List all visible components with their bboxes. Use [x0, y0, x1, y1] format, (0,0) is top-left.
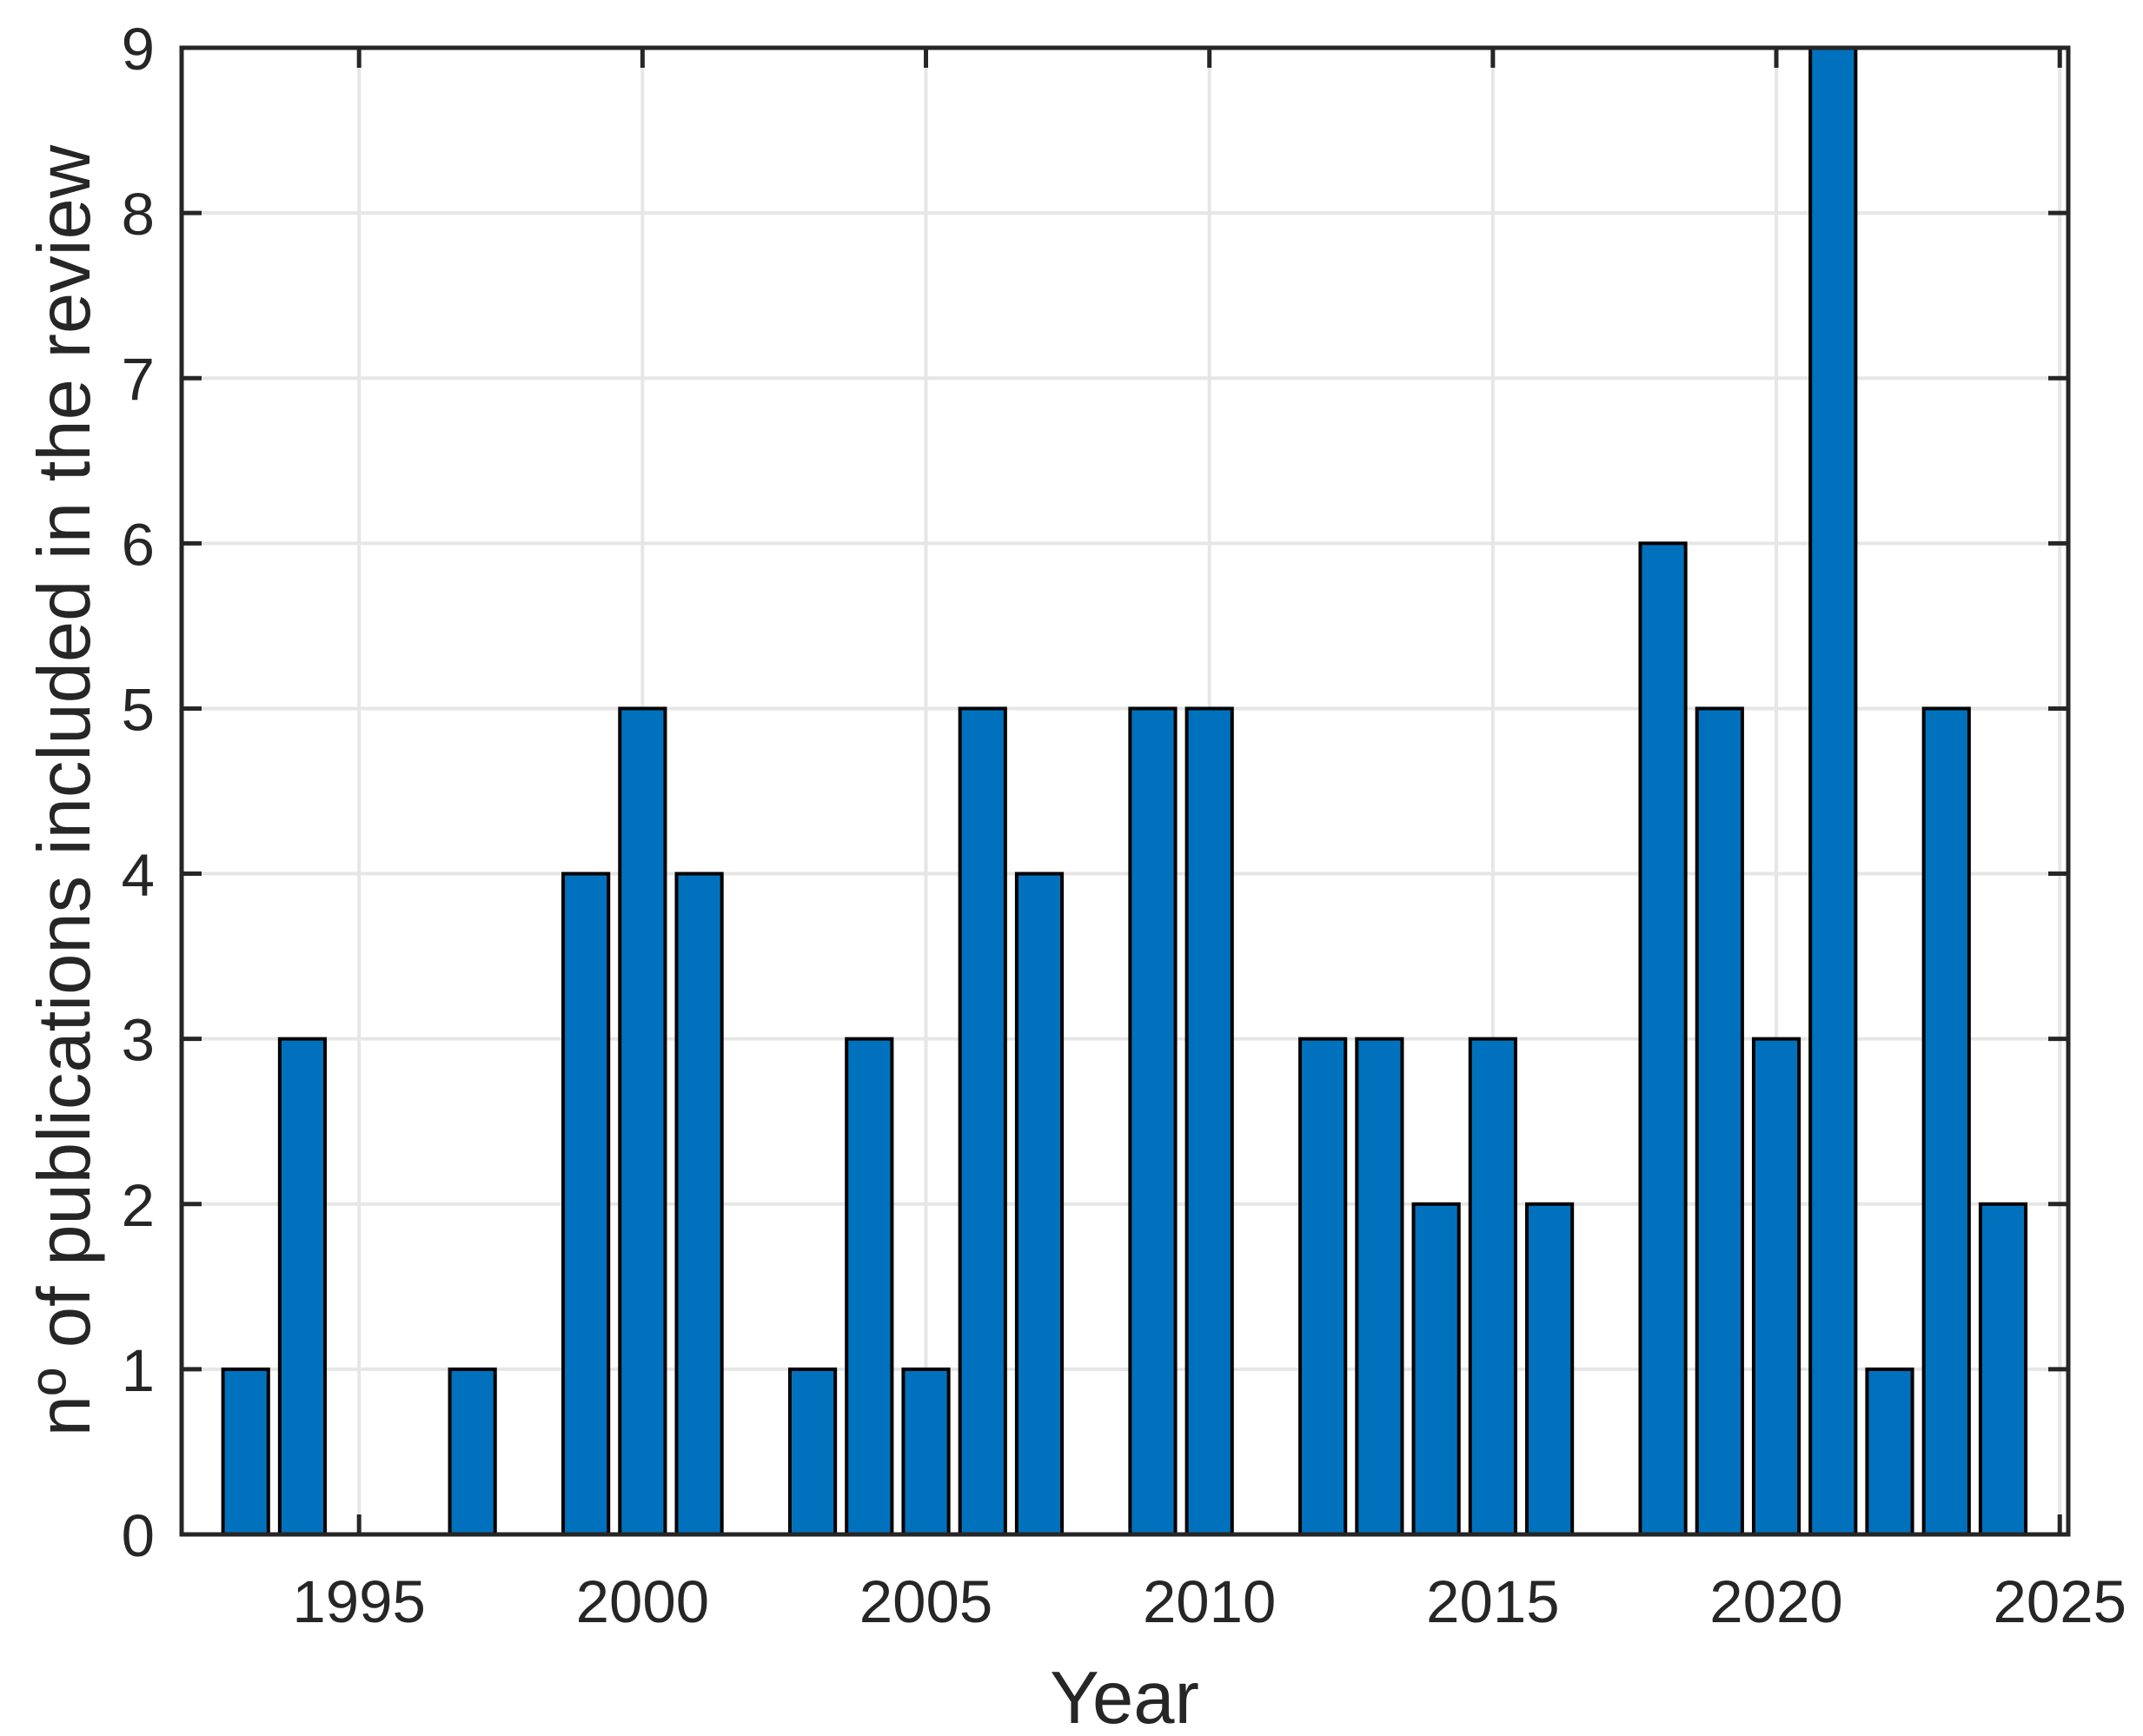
x-tick-label-2010: 2010: [1143, 1568, 1277, 1635]
y-tick-label-2: 2: [122, 1172, 155, 1239]
y-tick-label-5: 5: [122, 676, 155, 743]
bar-1997: [448, 1367, 497, 1537]
x-tick-label-2015: 2015: [1426, 1568, 1560, 1635]
plot-frame: [179, 45, 2071, 1537]
bar-2007: [1014, 871, 1065, 1536]
y-axis-label: nº of publications included in the revie…: [23, 144, 106, 1436]
y-tick-label-3: 3: [122, 1007, 155, 1074]
y-tick-label-4: 4: [122, 842, 155, 909]
x-tick-label-2025: 2025: [1993, 1568, 2126, 1635]
y-tick-label-1: 1: [122, 1337, 155, 1404]
bar-2016: [1525, 1202, 1575, 1537]
bar-2005: [901, 1367, 951, 1537]
x-axis-label: Year: [1050, 1657, 1199, 1736]
x-tick-label-2000: 2000: [576, 1568, 710, 1635]
bar-2019: [1695, 706, 1744, 1536]
bar-2015: [1468, 1037, 1517, 1536]
bar-2013: [1355, 1037, 1404, 1536]
x-tick-label-1995: 1995: [292, 1568, 426, 1635]
bar-2006: [958, 706, 1007, 1536]
bar-2018: [1638, 541, 1688, 1536]
bar-1994: [277, 1037, 328, 1536]
y-tick-label-7: 7: [122, 346, 155, 413]
bar-2001: [674, 871, 724, 1536]
x-tick-label-2005: 2005: [859, 1568, 993, 1635]
y-tick-label-8: 8: [122, 181, 155, 248]
bar-2014: [1411, 1202, 1461, 1537]
bar-2012: [1298, 1037, 1348, 1536]
bar-2003: [787, 1367, 838, 1537]
y-tick-label-9: 9: [122, 16, 155, 83]
bars-layer: [221, 46, 2028, 1537]
tick-label-layer: 1995 2000 2005 2010 2015 2020 2025 0 1 2 3 4 5 6 7 8 9: [122, 16, 2126, 1635]
bar-1999: [561, 871, 611, 1536]
bar-2009: [1128, 706, 1178, 1536]
bar-2020: [1751, 1037, 1801, 1536]
bar-2021: [1808, 46, 1858, 1536]
axes-frame: [179, 45, 2071, 1537]
bar-2010: [1184, 706, 1234, 1536]
bar-2004: [845, 1037, 894, 1536]
bar-2022: [1865, 1367, 1914, 1537]
bar-1993: [221, 1367, 270, 1537]
y-tick-label-0: 0: [122, 1502, 155, 1569]
x-tick-label-2020: 2020: [1709, 1568, 1843, 1635]
bar-2023: [1921, 706, 1971, 1536]
y-tick-label-6: 6: [122, 511, 155, 578]
bar-2000: [618, 706, 667, 1536]
bar-2024: [1978, 1202, 2028, 1537]
